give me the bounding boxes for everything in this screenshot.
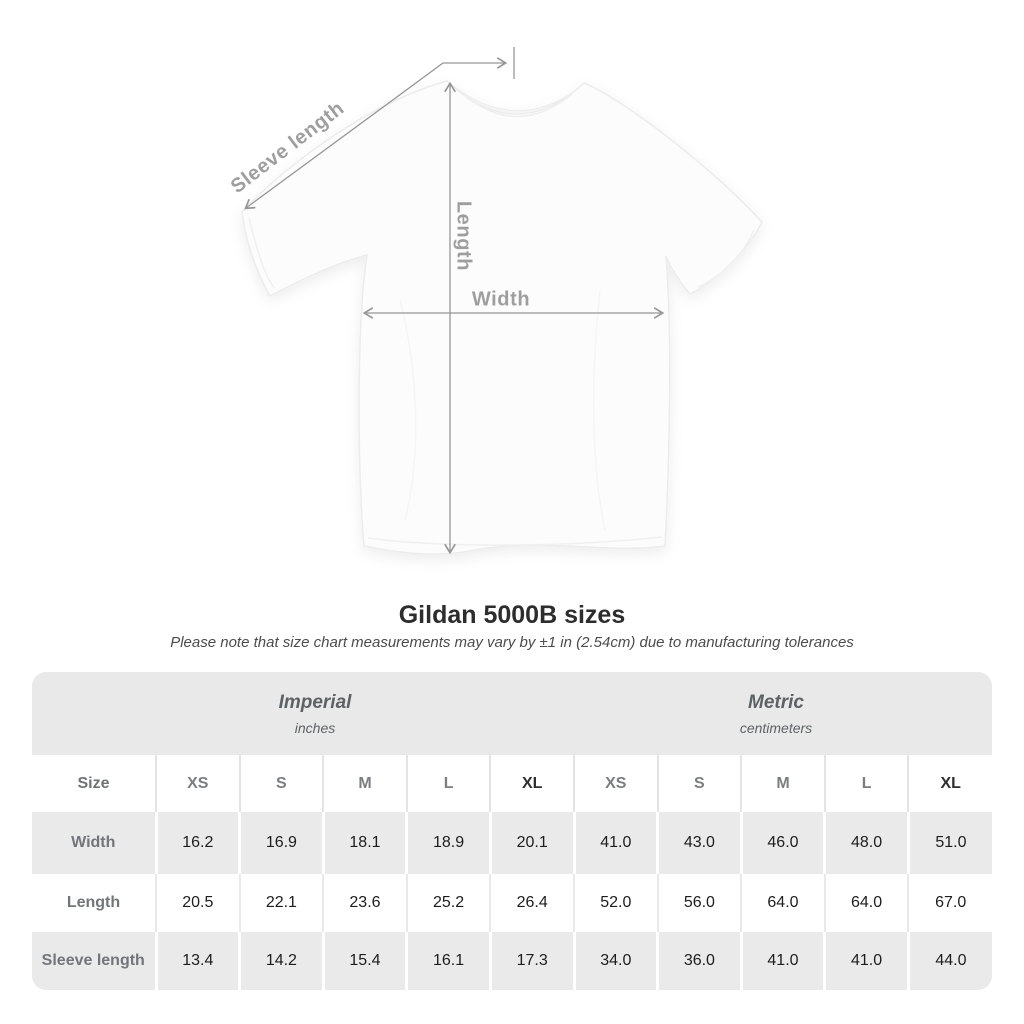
size-column-header: Size: [32, 755, 156, 812]
col-header-metric-m: M: [740, 755, 825, 812]
length-metric-s: 56.0: [656, 874, 742, 932]
width-imperial-m: 18.1: [321, 812, 407, 874]
imperial-unit: inches: [294, 719, 336, 736]
table-row-width: Width 16.2 16.9 18.1 18.9 20.1 41.0 43.0…: [32, 812, 992, 874]
page-title: Gildan 5000B sizes: [398, 601, 626, 629]
length-imperial-s: 22.1: [238, 874, 324, 932]
length-imperial-l: 25.2: [405, 874, 491, 932]
width-metric-l: 48.0: [823, 812, 909, 874]
sleeve-imperial-l: 16.1: [405, 932, 491, 990]
tshirt-diagram: Sleeve length Length Width: [227, 47, 763, 555]
length-metric-m: 64.0: [740, 874, 825, 932]
tshirt-graphic: [241, 47, 763, 555]
sleeve-imperial-xl: 17.3: [488, 932, 574, 990]
size-header-row: Size XS S M L XL XS S M L XL: [32, 755, 992, 812]
width-metric-s: 43.0: [656, 812, 742, 874]
col-header-imperial-xl: XL: [489, 755, 574, 812]
length-metric-xl: 67.0: [907, 874, 992, 932]
tolerance-note: Please note that size chart measurements…: [170, 634, 854, 651]
width-imperial-l: 18.9: [405, 812, 491, 874]
col-header-imperial-l: L: [405, 755, 491, 812]
length-metric-xs: 52.0: [573, 874, 658, 932]
table-row-length: Length 20.5 22.1 23.6 25.2 26.4 52.0 56.…: [32, 874, 992, 932]
table-row-sleeve-length: Sleeve length 13.4 14.2 15.4 16.1 17.3 3…: [32, 932, 992, 990]
col-header-metric-xs: XS: [573, 755, 658, 812]
sleeve-metric-m: 41.0: [739, 932, 825, 990]
width-annotation: Width: [471, 288, 531, 311]
row-label-width: Width: [32, 812, 156, 874]
width-imperial-xl: 20.1: [488, 812, 574, 874]
sleeve-imperial-m: 15.4: [321, 932, 407, 990]
imperial-unit-group: Imperial inches: [32, 672, 574, 755]
sleeve-metric-l: 41.0: [823, 932, 909, 990]
length-imperial-xl: 26.4: [489, 874, 574, 932]
collar: [446, 80, 585, 115]
width-metric-m: 46.0: [739, 812, 825, 874]
size-table-grid: Imperial inches Metric centimeters Size …: [32, 672, 992, 990]
width-imperial-xs: 16.2: [154, 812, 240, 874]
width-metric-xl: 51.0: [906, 812, 992, 874]
row-label-sleeve-length: Sleeve length: [32, 932, 156, 990]
unit-band-row: Imperial inches Metric centimeters: [32, 672, 992, 755]
col-header-metric-xl: XL: [907, 755, 992, 812]
measurement-arrows: [244, 47, 665, 555]
col-header-imperial-m: M: [322, 755, 407, 812]
tshirt-shape: [241, 80, 763, 555]
sleeve-metric-xl: 44.0: [906, 932, 992, 990]
sleeve-imperial-s: 14.2: [238, 932, 324, 990]
sleeve-metric-s: 36.0: [656, 932, 742, 990]
sleeve-imperial-xs: 13.4: [154, 932, 240, 990]
sleeve-metric-xs: 34.0: [572, 932, 658, 990]
width-imperial-s: 16.9: [238, 812, 324, 874]
length-imperial-m: 23.6: [322, 874, 407, 932]
col-header-metric-s: S: [656, 755, 742, 812]
length-imperial-xs: 20.5: [155, 874, 240, 932]
metric-label: Metric: [748, 691, 804, 713]
size-table: Imperial inches Metric centimeters Size …: [32, 672, 992, 990]
row-label-length: Length: [32, 874, 156, 932]
width-metric-xs: 41.0: [572, 812, 658, 874]
length-annotation: Length: [452, 200, 475, 272]
sleeve-arrow-diagonal: [244, 62, 444, 210]
col-header-metric-l: L: [823, 755, 909, 812]
metric-unit-group: Metric centimeters: [574, 672, 992, 755]
imperial-label: Imperial: [278, 691, 352, 713]
col-header-imperial-xs: XS: [155, 755, 240, 812]
metric-unit: centimeters: [739, 719, 813, 736]
col-header-imperial-s: S: [238, 755, 324, 812]
length-metric-l: 64.0: [823, 874, 909, 932]
